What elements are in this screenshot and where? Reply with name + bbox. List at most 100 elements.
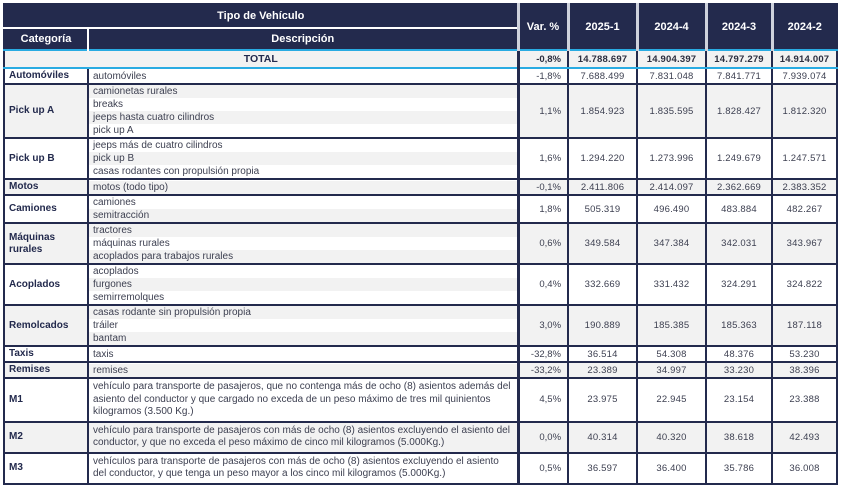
table-title: Tipo de Vehículo — [4, 4, 519, 29]
description-line: acoplados para trabajos rurales — [89, 250, 517, 263]
var-percent-cell: 0,5% — [516, 451, 569, 484]
period-value-cell: 1.249.679 — [705, 137, 773, 179]
table-header: Tipo de Vehículo Var. % 2025-1 2024-4 20… — [4, 4, 838, 50]
description-text: vehículos para transporte de pasajeros c… — [89, 453, 517, 483]
category-row: Máquinas rurales tractores máquinas rurale… — [4, 222, 838, 264]
period-value-cell: 23.389 — [567, 361, 638, 378]
total-label: TOTAL — [4, 49, 519, 69]
period-value-cell: 53.230 — [771, 345, 838, 362]
period-value-cell: 23.975 — [567, 377, 638, 422]
total-value-cell: 14.797.279 — [705, 49, 773, 69]
total-row: TOTAL -0,8% 14.788.697 14.904.397 14.797… — [4, 49, 838, 69]
var-percent-cell: 0,6% — [516, 222, 569, 264]
description-line: breaks — [89, 98, 517, 111]
period-value-cell: 33.230 — [705, 361, 773, 378]
category-row: Automóviles automóviles -1,8% 7.688.499 7.83… — [4, 67, 838, 84]
period-value-cell: 35.786 — [705, 451, 773, 484]
description-cell: motos (todo tipo) — [88, 178, 519, 195]
var-percent-cell: -33,2% — [516, 361, 569, 378]
period-value-cell: 38.618 — [705, 420, 773, 453]
period-value-cell: 505.319 — [567, 194, 638, 223]
category-cell: M1 — [4, 377, 89, 422]
category-row: Taxis taxis -32,8% 36.514 54.308 48.376 53.230 — [4, 345, 838, 362]
period-value-cell: 324.822 — [771, 263, 838, 305]
total-value-cell: 14.914.007 — [771, 49, 838, 69]
period-value-cell: 1.812.320 — [771, 83, 838, 138]
period-value-cell: 34.997 — [636, 361, 707, 378]
var-percent-cell: 4,5% — [516, 377, 569, 422]
period-value-cell: 23.388 — [771, 377, 838, 422]
var-percent-cell: -32,8% — [516, 345, 569, 362]
description-line: casas rodante sin propulsión propia — [89, 306, 517, 319]
header-row-title: Tipo de Vehículo Var. % 2025-1 2024-4 20… — [4, 4, 838, 50]
period-value-cell: 1.828.427 — [705, 83, 773, 138]
category-cell: Taxis — [4, 345, 89, 362]
var-percent-cell: 1,8% — [516, 194, 569, 223]
period-value-cell: 22.945 — [636, 377, 707, 422]
description-line: tráiler — [89, 319, 517, 332]
description-line: casas rodantes con propulsión propia — [89, 165, 517, 178]
period-value-cell: 7.939.074 — [771, 67, 838, 84]
description-line: furgones — [89, 278, 517, 291]
description-line: jeeps hasta cuatro cilindros — [89, 111, 517, 124]
var-percent-cell: 1,1% — [516, 83, 569, 138]
period-value-cell: 496.490 — [636, 194, 707, 223]
col-header-var: Var. % — [516, 4, 569, 50]
description-line: pick up A — [89, 124, 517, 137]
period-value-cell: 40.314 — [567, 420, 638, 453]
col-header-descripcion: Descripción — [88, 28, 519, 50]
description-line: automóviles — [89, 69, 517, 83]
description-line: semirremolques — [89, 291, 517, 304]
period-value-cell: 187.118 — [771, 304, 838, 346]
category-cell: M3 — [4, 451, 89, 484]
period-value-cell: 185.363 — [705, 304, 773, 346]
period-value-cell: 23.154 — [705, 377, 773, 422]
category-row: Camiones camiones semitracción 1,8% 505.319 4… — [4, 194, 838, 223]
description-cell: vehículos para transporte de pasajeros c… — [88, 451, 519, 484]
col-header-categoria: Categoría — [4, 28, 89, 50]
header-row-columns: Categoría Descripción — [4, 28, 837, 50]
period-value-cell: 185.385 — [636, 304, 707, 346]
period-value-cell: 42.493 — [771, 420, 838, 453]
period-value-cell: 1.273.996 — [636, 137, 707, 179]
period-value-cell: 38.396 — [771, 361, 838, 378]
category-cell: Pick up A — [4, 83, 89, 138]
description-line: máquinas rurales — [89, 237, 517, 250]
var-percent-cell: -1,8% — [516, 67, 569, 84]
description-cell: automóviles — [88, 67, 519, 84]
col-header-period-2024-4: 2024-4 — [635, 4, 707, 50]
period-value-cell: 331.432 — [636, 263, 707, 305]
description-cell: tractores máquinas rurales acoplados para … — [88, 222, 519, 264]
category-cell: Pick up B — [4, 137, 89, 179]
period-value-cell: 1.294.220 — [567, 137, 638, 179]
description-text: vehículo para transporte de pasajeros, q… — [89, 379, 517, 421]
period-value-cell: 1.247.571 — [771, 137, 838, 179]
category-cell: Acoplados — [4, 263, 89, 305]
period-value-cell: 7.841.771 — [705, 67, 773, 84]
period-value-cell: 324.291 — [705, 263, 773, 305]
description-line: pick up B — [89, 152, 517, 165]
col-header-period-2024-2: 2024-2 — [770, 4, 838, 50]
category-cell: Máquinas rurales — [4, 222, 89, 264]
total-var-cell: -0,8% — [516, 49, 569, 69]
period-value-cell: 2.362.669 — [705, 178, 773, 195]
period-value-cell: 190.889 — [567, 304, 638, 346]
description-line: taxis — [89, 347, 517, 361]
var-percent-cell: 0,4% — [516, 263, 569, 305]
var-percent-cell: 3,0% — [516, 304, 569, 346]
description-line: camionetas rurales — [89, 85, 517, 98]
category-cell: Automóviles — [4, 67, 89, 84]
period-value-cell: 2.414.097 — [636, 178, 707, 195]
period-value-cell: 48.376 — [705, 345, 773, 362]
category-row: M2 vehículo para transporte de pasajeros … — [4, 420, 838, 453]
period-value-cell: 36.008 — [771, 451, 838, 484]
var-percent-cell: 0,0% — [516, 420, 569, 453]
category-row: Acoplados acoplados furgones semirremolques… — [4, 263, 838, 305]
description-line: bantam — [89, 332, 517, 345]
vehicle-type-table: Tipo de Vehículo Var. % 2025-1 2024-4 20… — [3, 3, 839, 485]
period-value-cell: 332.669 — [567, 263, 638, 305]
period-value-cell: 36.400 — [636, 451, 707, 484]
description-text: vehículo para transporte de pasajeros co… — [89, 422, 517, 452]
